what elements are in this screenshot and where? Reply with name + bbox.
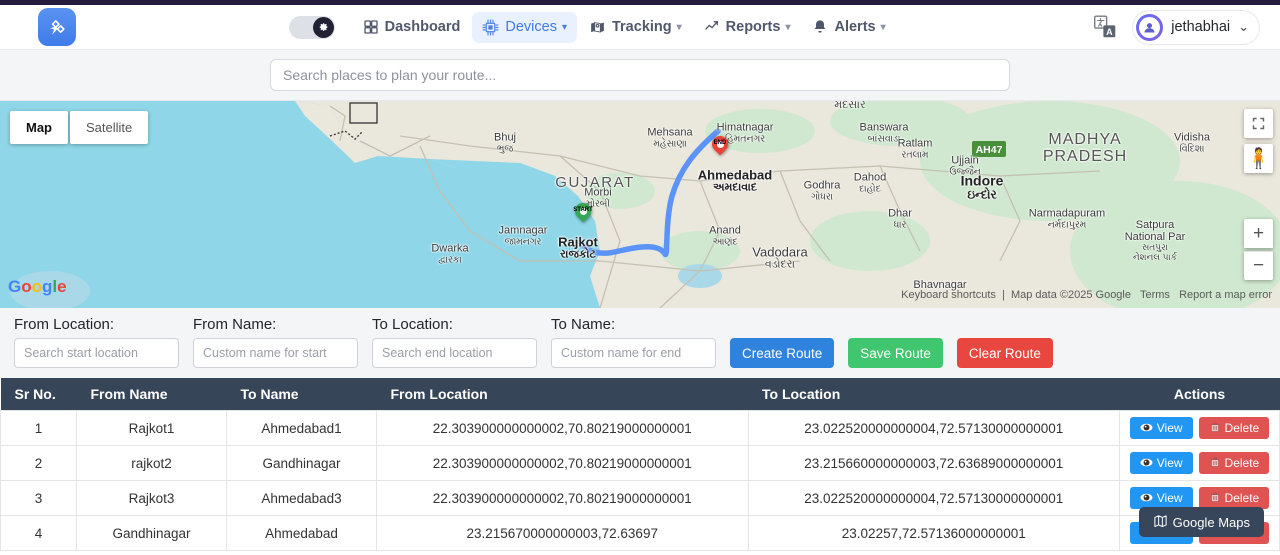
svg-text:AH47: AH47 [976, 144, 1003, 156]
svg-text:Google: Google [8, 277, 67, 296]
svg-text:A: A [1106, 27, 1113, 37]
